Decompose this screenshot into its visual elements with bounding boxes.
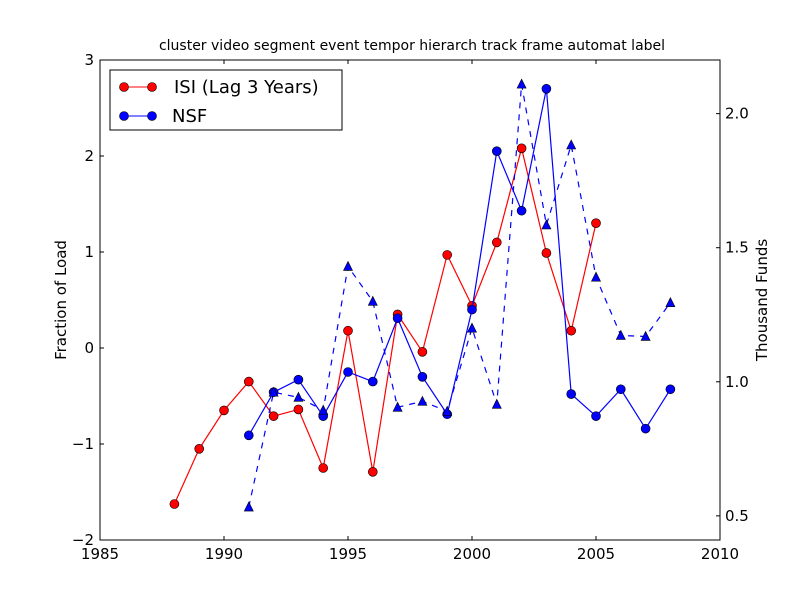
y-tick-label: −1 (72, 435, 94, 453)
legend-marker-nsf (119, 111, 129, 121)
data-point-nsf-funds (665, 297, 676, 307)
data-point-nsf-funds (640, 330, 651, 341)
data-point-isi-lag-3-years (566, 325, 577, 336)
series-line-nsf-funds (248, 84, 671, 508)
y-axis-right-label: Thousand Funds (753, 239, 771, 362)
data-point-isi-lag-3-years (367, 467, 378, 477)
data-point-isi-lag-3-years (293, 404, 304, 415)
x-tick-label: 1985 (81, 545, 119, 563)
data-point-isi-lag-3-years (343, 325, 353, 336)
data-point-nsf-funds (293, 391, 304, 402)
data-point-nsf (566, 389, 577, 399)
data-point-nsf-funds (417, 395, 428, 406)
series-line-nsf (248, 88, 671, 436)
data-point-isi-lag-3-years (417, 347, 428, 357)
data-point-isi-lag-3-years (268, 411, 279, 421)
data-point-nsf-funds (442, 405, 453, 416)
data-point-nsf-funds (318, 404, 329, 415)
plot-frame (99, 59, 721, 541)
data-point-nsf (293, 374, 304, 385)
data-point-nsf-funds (491, 398, 502, 409)
data-point-isi-lag-3-years (591, 218, 601, 228)
x-tick-label: 1990 (205, 545, 243, 563)
data-point-isi-lag-3-years (244, 376, 254, 387)
legend-marker-isi-end (147, 82, 157, 92)
data-point-nsf (417, 371, 428, 382)
y-right-tick-label: 2.0 (725, 105, 749, 123)
data-point-nsf-funds (516, 78, 527, 89)
data-point-nsf (591, 411, 601, 421)
chart-title: cluster video segment event tempor hiera… (159, 38, 665, 54)
y-right-tick-label: 1.0 (725, 373, 749, 391)
data-point-isi-lag-3-years (541, 248, 552, 258)
data-point-nsf (491, 146, 502, 156)
data-point-nsf-funds (367, 295, 378, 306)
y-tick-label: 0 (84, 339, 94, 357)
data-point-nsf-funds (268, 386, 279, 397)
x-tick-label: 2005 (577, 545, 615, 563)
legend-marker-nsf-end (147, 111, 157, 121)
data-point-nsf-funds (566, 139, 577, 150)
data-point-nsf (367, 376, 378, 387)
legend-marker-isi (119, 82, 129, 92)
data-point-nsf (392, 313, 403, 324)
data-point-isi-lag-3-years (194, 443, 204, 454)
data-point-nsf (343, 367, 353, 377)
series-layer (169, 78, 676, 512)
data-point-isi-lag-3-years (169, 499, 180, 509)
y-right-tick-label: 1.5 (725, 239, 749, 257)
data-point-nsf-funds (615, 329, 626, 340)
data-point-nsf (244, 430, 254, 441)
x-tick-label: 2000 (453, 545, 491, 563)
data-point-nsf (665, 384, 676, 395)
x-tick-label: 2010 (701, 545, 739, 563)
data-point-isi-lag-3-years (442, 250, 453, 260)
series-line-isi-lag-3-years (173, 148, 597, 505)
x-tick-label: 1995 (329, 545, 367, 563)
legend: ISI (Lag 3 Years) NSF (109, 69, 343, 131)
legend-label-nsf: NSF (172, 106, 207, 127)
data-point-isi-lag-3-years (491, 237, 502, 248)
legend-box (109, 69, 343, 131)
data-point-nsf (516, 205, 527, 216)
y-tick-label: 1 (84, 243, 94, 261)
legend-label-isi: ISI (Lag 3 Years) (174, 77, 319, 98)
data-point-nsf-funds (343, 260, 353, 271)
data-point-nsf (541, 84, 552, 94)
axes-layer: 1985 1990 1995 2000 2005 2010 −2 −1 0 1 2 3 0.5 1.0 1.… (72, 51, 749, 563)
y-right-tick-label: 0.5 (725, 507, 749, 525)
data-point-isi-lag-3-years (516, 143, 527, 154)
data-point-nsf (467, 304, 477, 315)
data-point-nsf-funds (243, 501, 254, 512)
data-point-isi-lag-3-years (318, 463, 329, 473)
y-tick-label: −2 (72, 531, 94, 549)
data-point-isi-lag-3-years (219, 405, 229, 416)
data-point-nsf (615, 384, 626, 395)
data-point-nsf-funds (467, 322, 477, 333)
data-point-nsf-funds (541, 219, 552, 230)
data-point-nsf-funds (392, 401, 403, 412)
data-point-nsf-funds (591, 271, 601, 282)
y-tick-label: 2 (84, 147, 94, 165)
y-tick-label: 3 (84, 51, 94, 69)
y-axis-label: Fraction of Load (52, 240, 70, 360)
data-point-nsf (640, 423, 651, 434)
